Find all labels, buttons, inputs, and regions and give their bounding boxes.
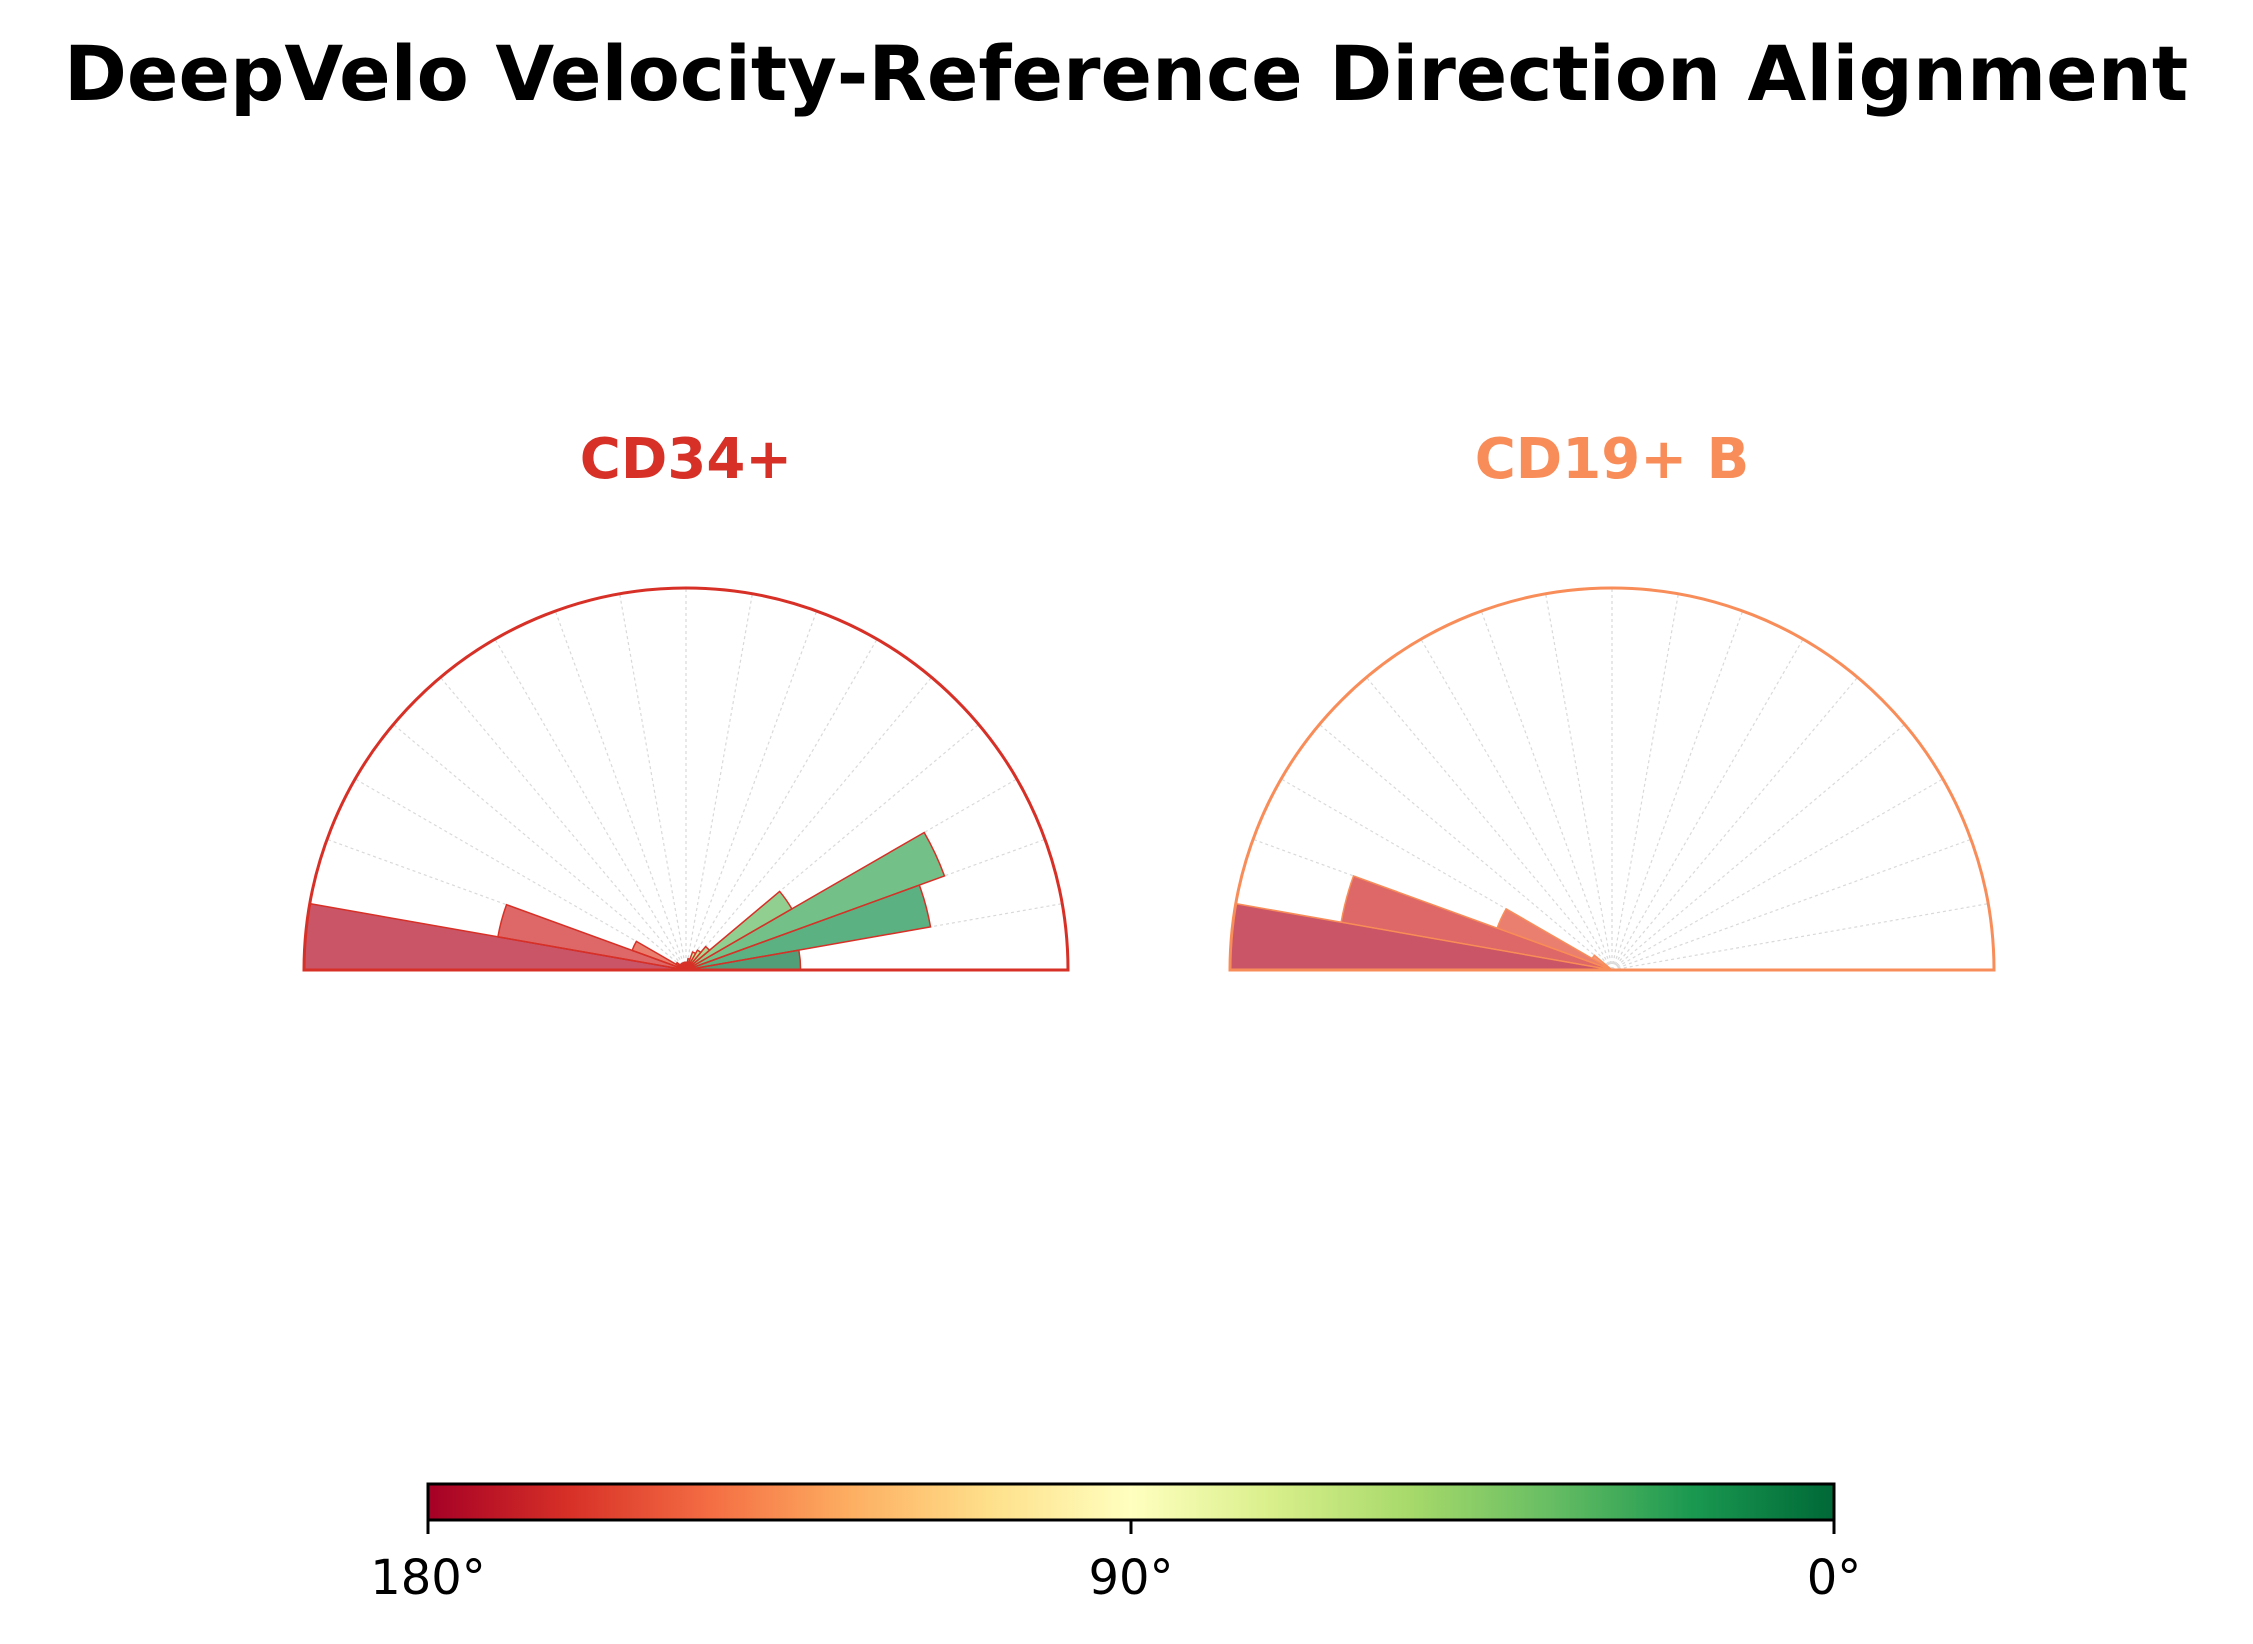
bars [303, 831, 946, 971]
grid-spoke [685, 723, 980, 971]
grid-spoke [1545, 593, 1613, 971]
grid-spoke [1611, 593, 1679, 971]
grid-spoke [685, 610, 818, 971]
colorbar-ticks: 180° 90° 0° [370, 1520, 1861, 1606]
grid-spokes [304, 588, 1068, 971]
polar-panel-cd19: CD19+ B [1228, 427, 1996, 972]
grid-spoke [1318, 723, 1613, 971]
grid-spoke [439, 676, 687, 971]
chart-title: DeepVelo Velocity-Reference Direction Al… [64, 29, 2188, 118]
colorbar-gradient [426, 1482, 1836, 1522]
grid-spoke [1611, 903, 1989, 971]
bars [1229, 874, 1613, 971]
grid-spoke [1480, 610, 1613, 971]
colorbar: 180° 90° 0° [370, 1482, 1861, 1606]
grid-spoke [1280, 778, 1613, 971]
grid-spoke [392, 723, 687, 971]
colorbar-tick-label: 180° [370, 1550, 486, 1606]
grid-spoke [1252, 838, 1613, 971]
grid-spoke [1611, 778, 1944, 971]
polar-panel-cd34: CD34+ [302, 427, 1070, 972]
grid-spoke [685, 638, 878, 971]
polar-frame [302, 586, 1070, 972]
grid-spoke [1611, 610, 1744, 971]
grid-spoke [1611, 838, 1972, 971]
grid-spoke [1611, 723, 1906, 971]
grid-spoke [1365, 676, 1613, 971]
grid-spoke [685, 778, 1018, 971]
grid-spoke [326, 838, 687, 971]
polar-bar [685, 831, 946, 971]
grid-spoke [685, 838, 1046, 971]
panel-title: CD19+ B [1475, 427, 1750, 492]
colorbar-tick-label: 90° [1088, 1550, 1173, 1606]
panel-title: CD34+ [580, 427, 792, 492]
colorbar-tick-label: 0° [1807, 1550, 1862, 1606]
grid-spoke [494, 638, 687, 971]
grid-spoke [1420, 638, 1613, 971]
polar-bar [685, 890, 793, 971]
grid-spoke [619, 593, 687, 971]
grid-spoke [685, 593, 753, 971]
grid-spoke [685, 676, 933, 971]
grid-spoke [554, 610, 687, 971]
grid-spoke [1611, 638, 1804, 971]
grid-spoke [685, 903, 1063, 971]
grid-spoke [1611, 676, 1859, 971]
polar-frame [1228, 586, 1996, 972]
grid-spoke [354, 778, 687, 971]
